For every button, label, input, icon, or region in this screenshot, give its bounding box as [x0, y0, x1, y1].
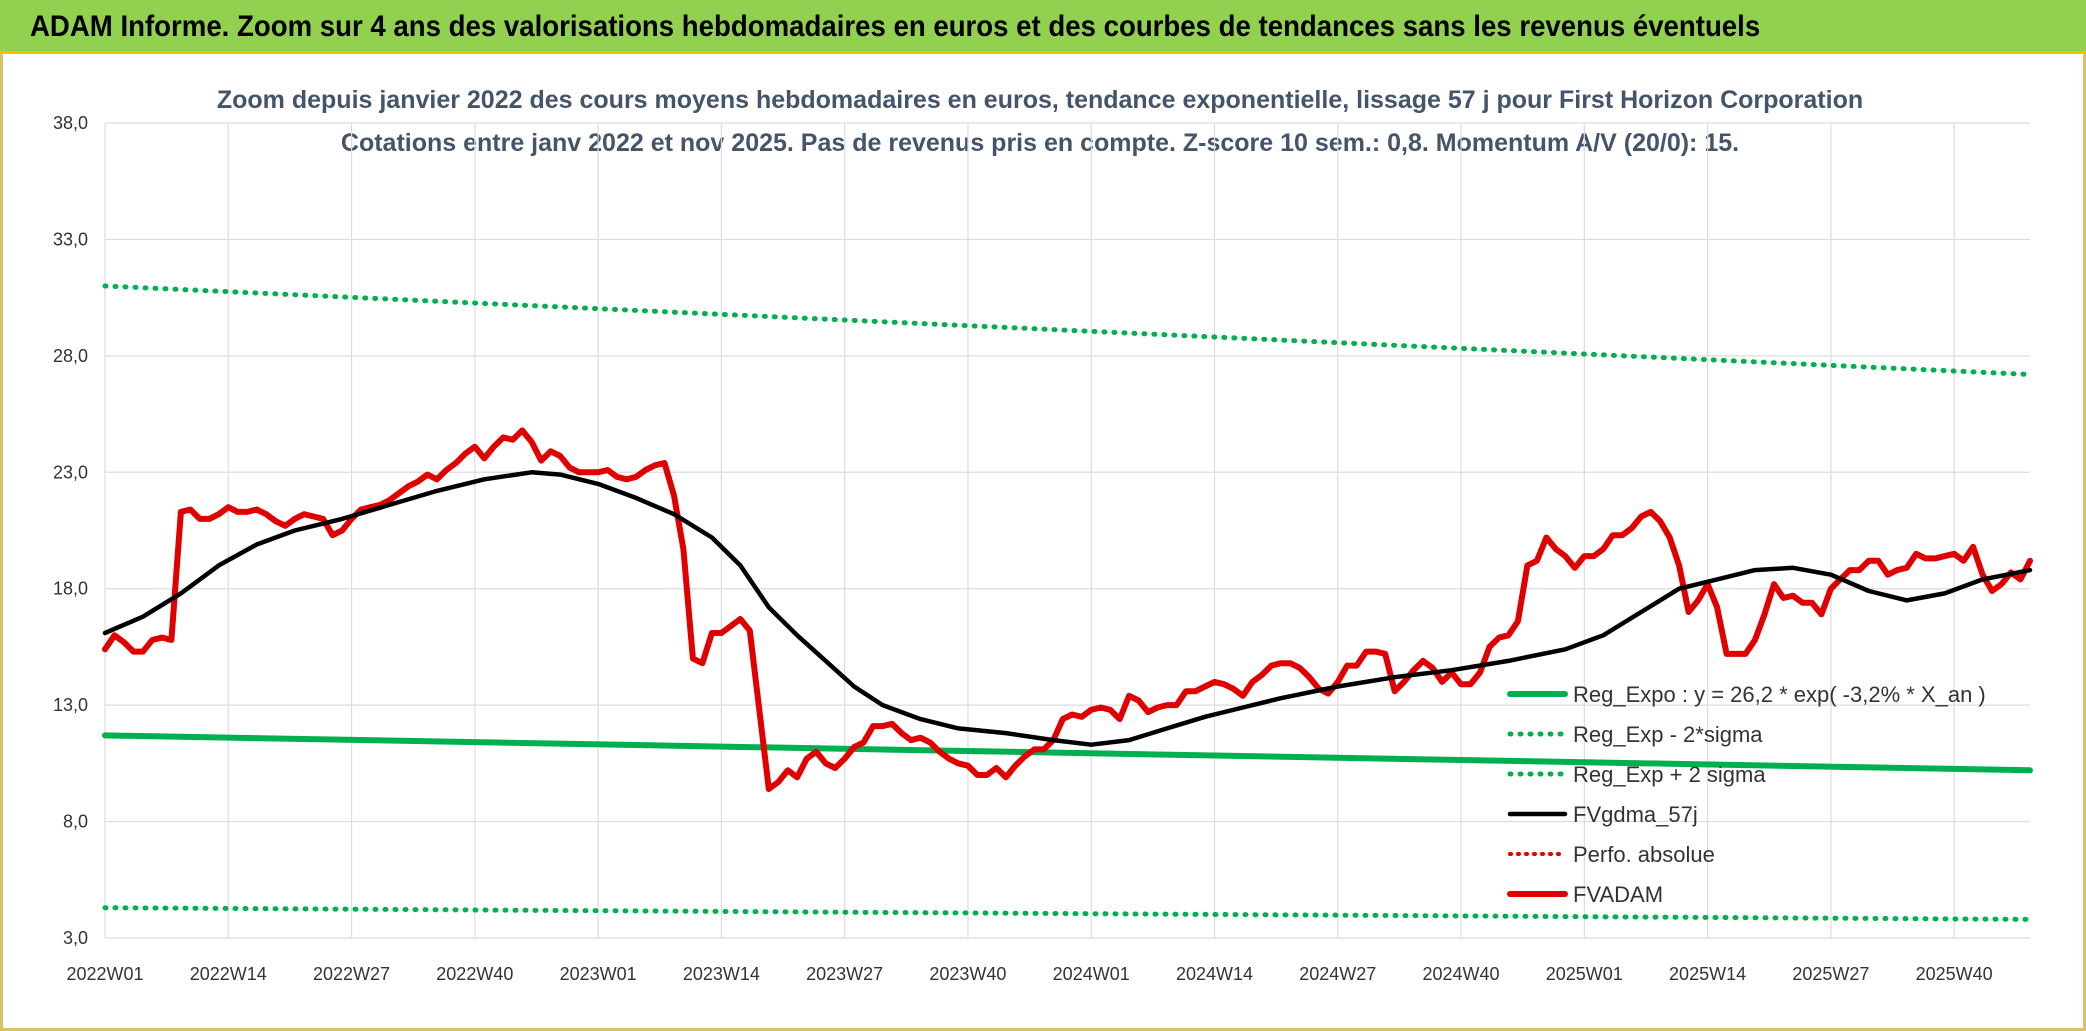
grid — [104, 122, 2030, 939]
x-tick-label: 2023W40 — [929, 964, 1006, 984]
y-axis-ticks: 3,0 8,0 13,0 18,0 23,0 28,0 33,0 38,0 — [53, 113, 88, 948]
x-tick-label: 2022W14 — [190, 964, 267, 984]
x-tick-label: 2024W14 — [1176, 964, 1253, 984]
x-tick-label: 2025W27 — [1792, 964, 1869, 984]
x-tick-label: 2025W40 — [1916, 964, 1993, 984]
series-line-solid-green-0 — [102, 732, 2033, 774]
series-line-dotted-green-1 — [102, 905, 2033, 922]
legend-label: Reg_Exp + 2 sigma — [1573, 762, 1766, 787]
legend-label: FVgdma_57j — [1573, 802, 1698, 827]
y-tick-label: 28,0 — [53, 346, 88, 366]
y-tick-label: 23,0 — [53, 462, 88, 482]
frame-bottom-border — [0, 1028, 2086, 1031]
report-title: ADAM Informe. Zoom sur 4 ans des valoris… — [30, 10, 1761, 43]
x-tick-label: 2025W14 — [1669, 964, 1746, 984]
series-line-dotted-green-2 — [102, 283, 2033, 377]
y-tick-label: 38,0 — [53, 113, 88, 133]
series-lines — [102, 283, 2033, 922]
x-tick-label: 2024W27 — [1299, 964, 1376, 984]
x-axis-ticks: 2022W01 2022W14 2022W27 2022W40 2023W01 2023W… — [66, 964, 1992, 984]
x-tick-label: 2024W40 — [1423, 964, 1500, 984]
frame-right-border — [2083, 54, 2086, 1031]
y-tick-label: 8,0 — [63, 812, 88, 832]
y-tick-label: 3,0 — [63, 928, 88, 948]
frame-left-border — [0, 54, 3, 1031]
legend-label: Perfo. absolue — [1573, 842, 1715, 867]
legend-label: Reg_Expo : y = 26,2 * exp( -3,2% * X_an … — [1573, 682, 1986, 707]
x-tick-label: 2022W40 — [436, 964, 513, 984]
legend-label: Reg_Exp - 2*sigma — [1573, 722, 1763, 747]
x-tick-label: 2022W27 — [313, 964, 390, 984]
series-line-solid-black-3 — [102, 470, 2033, 747]
y-tick-label: 18,0 — [53, 579, 88, 599]
x-tick-label: 2023W27 — [806, 964, 883, 984]
chart-title-line2: Cotations entre janv 2022 et nov 2025. P… — [341, 129, 1739, 157]
y-tick-label: 13,0 — [53, 695, 88, 715]
x-tick-label: 2022W01 — [66, 964, 143, 984]
y-tick-label: 33,0 — [53, 229, 88, 249]
x-tick-label: 2025W01 — [1546, 964, 1623, 984]
legend: Reg_Expo : y = 26,2 * exp( -3,2% * X_an … — [1507, 682, 1986, 907]
series-line-solid-red-5 — [102, 427, 2033, 792]
chart-title-line1: Zoom depuis janvier 2022 des cours moyen… — [217, 86, 1863, 114]
legend-label: FVADAM — [1573, 882, 1663, 907]
report-header: ADAM Informe. Zoom sur 4 ans des valoris… — [0, 0, 2086, 54]
x-tick-label: 2024W01 — [1053, 964, 1130, 984]
x-tick-label: 2023W14 — [683, 964, 760, 984]
x-tick-label: 2023W01 — [560, 964, 637, 984]
